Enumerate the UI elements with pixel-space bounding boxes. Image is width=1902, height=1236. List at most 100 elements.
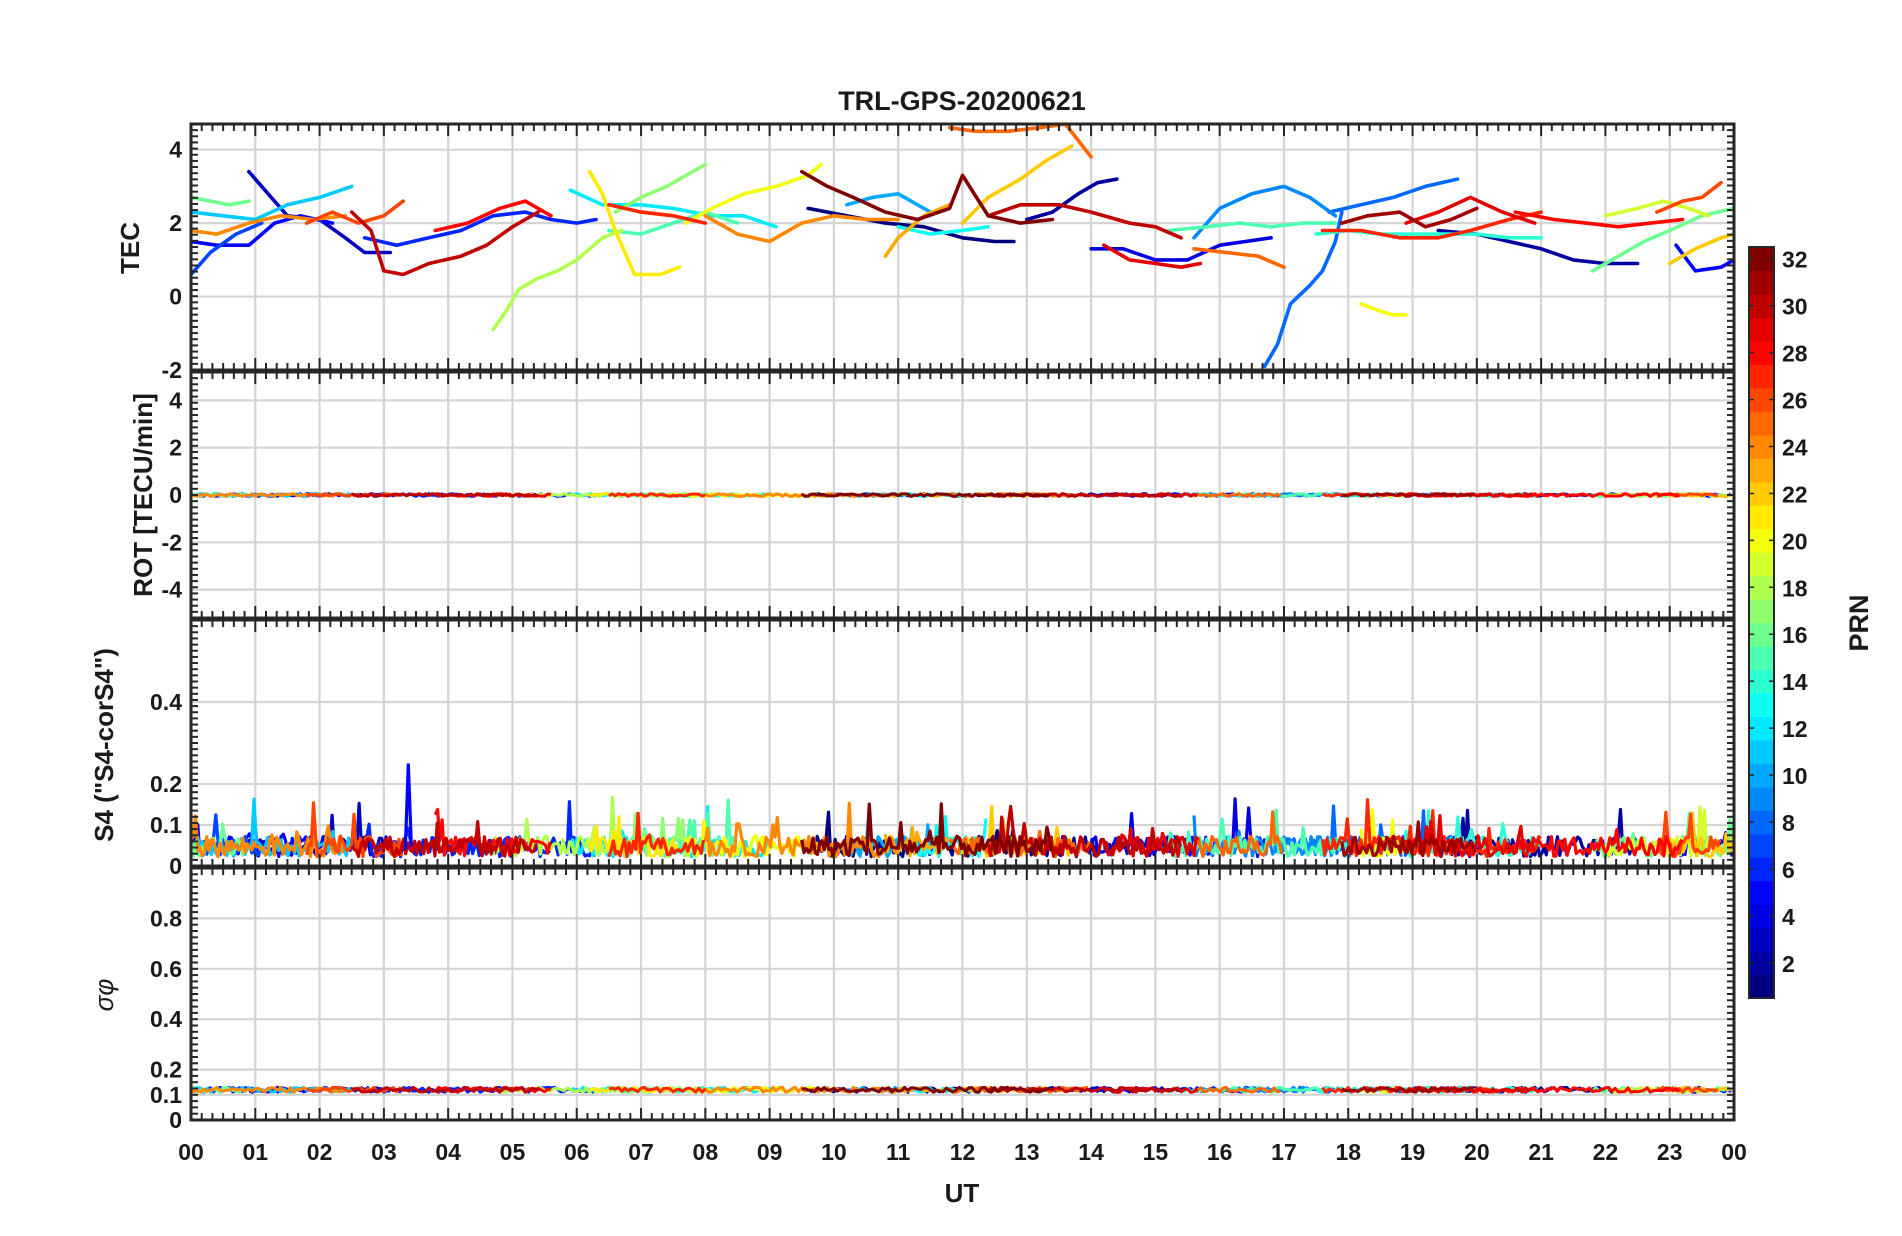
y-tick-label: 0.1 — [150, 1082, 182, 1108]
y-tick-label: 4 — [169, 387, 182, 413]
x-tick-label: 03 — [371, 1139, 397, 1165]
rot-series-group — [191, 492, 1732, 498]
tec-series-prn-15 — [1166, 221, 1338, 233]
tec-series-prn-29 — [1102, 243, 1203, 269]
tec-series-prn-10 — [845, 192, 933, 214]
s4-series-group — [191, 763, 1734, 859]
s4-series-prn-28 — [433, 807, 552, 858]
rot-series-prn-32 — [800, 492, 1050, 498]
x-tick-label: 01 — [242, 1139, 268, 1165]
tec-series-prn-8 — [1262, 210, 1344, 369]
tec-series-prn-27 — [607, 203, 708, 225]
x-tick-label: 10 — [821, 1139, 847, 1165]
x-tick-label: 00 — [1721, 1139, 1747, 1165]
tec-series-prn-16 — [191, 195, 251, 207]
s4-series-prn-27 — [607, 811, 705, 859]
x-tick-label: 23 — [1657, 1139, 1683, 1165]
tec-series-prn-8 — [1327, 177, 1460, 214]
tec-series-prn-15 — [607, 210, 740, 236]
s4-panel: 0 0.1 0.2 0.4 S4 ("S4-corS4") — [89, 618, 1736, 879]
x-tick-label: 07 — [628, 1139, 654, 1165]
x-tick-label: 21 — [1528, 1139, 1554, 1165]
sigma_phi-series-prn-25 — [1193, 1085, 1281, 1094]
tec-series-prn-29 — [1404, 195, 1537, 225]
x-tick-label: 09 — [757, 1139, 783, 1165]
sigma-phi-grid — [189, 868, 1736, 1122]
colorbar-swatch — [1749, 364, 1774, 389]
colorbar-tick-label: 32 — [1782, 247, 1808, 273]
colorbar-swatch — [1749, 645, 1774, 671]
chart-title: TRL-GPS-20200621 — [838, 86, 1086, 116]
colorbar-tick-label: 14 — [1782, 669, 1808, 695]
x-tick-label: 18 — [1335, 1139, 1361, 1165]
tec-series-prn-4 — [1089, 236, 1273, 262]
y-tick-label: -2 — [162, 529, 182, 555]
y-tick-label: 0.8 — [150, 905, 182, 931]
tec-series-prn-28 — [433, 199, 553, 233]
y-tick-label: 0.6 — [150, 956, 182, 982]
tec-panel: -2 0 2 4 TEC — [115, 122, 1736, 383]
y-tick-label: 4 — [169, 137, 182, 163]
colorbar-swatch — [1749, 927, 1774, 952]
sigma-phi-panel: 00.10.2 0.4 0.6 0.8 σφ — [89, 866, 1736, 1133]
tec-series-prn-12 — [568, 188, 778, 229]
colorbar-swatch — [1749, 458, 1774, 483]
rot-series-prn-28 — [1515, 492, 1680, 498]
colorbar-swatch — [1749, 739, 1774, 764]
tec-series-prn-18 — [491, 228, 624, 332]
tec-series-prn-11 — [191, 184, 354, 222]
tec-series-prn-28 — [1513, 210, 1685, 229]
tec-grid — [189, 124, 1736, 372]
sigma_phi-series-prn-27 — [608, 1085, 707, 1094]
colorbar-label: PRN — [1844, 594, 1874, 651]
tec-series-prn-13 — [896, 225, 990, 236]
sigma_phi-series-prn-30 — [351, 1085, 539, 1094]
y-tick-label: -2 — [162, 357, 182, 383]
x-tick-label: 14 — [1078, 1139, 1104, 1165]
s4-series-prn-32 — [800, 802, 1054, 858]
sigma-phi-y-axis-label: σφ — [89, 979, 119, 1012]
colorbar-swatch — [1749, 880, 1774, 905]
s4-series-prn-25 — [1192, 810, 1284, 858]
y-tick-label: 0 — [169, 1107, 182, 1133]
s4-series-prn-28 — [1513, 828, 1684, 858]
tec-series-prn-7 — [191, 221, 264, 277]
s4-series-prn-26 — [1655, 810, 1722, 859]
tec-series-prn-30 — [986, 203, 1183, 240]
sigma_phi-series-prn-26 — [1656, 1085, 1719, 1094]
y-tick-label: 0.1 — [150, 812, 182, 838]
sigma_phi-series-prn-21 — [589, 1085, 681, 1094]
colorbar-tick-label: 6 — [1782, 857, 1795, 883]
tec-series-prn-22 — [960, 144, 1074, 225]
x-tick-label: 22 — [1593, 1139, 1619, 1165]
colorbar-frame — [1748, 246, 1775, 999]
colorbar-tick-label: 28 — [1782, 341, 1808, 367]
tec-series-prn-24 — [703, 214, 900, 244]
tec-series-prn-26 — [304, 199, 405, 225]
tec-series-prn-27 — [1320, 210, 1543, 240]
sigma_phi-series-prn-28 — [1514, 1085, 1681, 1094]
colorbar-swatch — [1749, 599, 1774, 624]
colorbar-tick-label: 8 — [1782, 810, 1795, 836]
y-tick-label: -4 — [162, 577, 183, 603]
s4-y-axis-label: S4 ("S4-corS4") — [89, 648, 119, 842]
colorbar-swatch — [1749, 974, 1774, 999]
s4-series-prn-29 — [1404, 814, 1536, 858]
colorbar-tick-label: 26 — [1782, 388, 1808, 414]
rot-series-prn-25 — [1193, 492, 1282, 498]
sigma_phi-series-prn-32 — [801, 1085, 1050, 1094]
x-tick-label: 05 — [500, 1139, 526, 1165]
colorbar-swatch — [1749, 833, 1774, 858]
tec-series-prn-9 — [1192, 184, 1338, 240]
y-tick-label: 2 — [169, 435, 182, 461]
y-tick-label: 0.2 — [150, 771, 182, 797]
tec-series-prn-26 — [1655, 180, 1723, 214]
colorbar-swatch — [1749, 505, 1774, 530]
colorbar-tick-label: 24 — [1782, 434, 1808, 460]
s4-series-prn-30 — [350, 820, 538, 859]
colorbar-tick-label: 4 — [1782, 904, 1795, 930]
colorbar-tick-label: 18 — [1782, 575, 1808, 601]
tec-series-prn-31 — [1340, 206, 1479, 229]
s4-peak — [403, 763, 413, 850]
